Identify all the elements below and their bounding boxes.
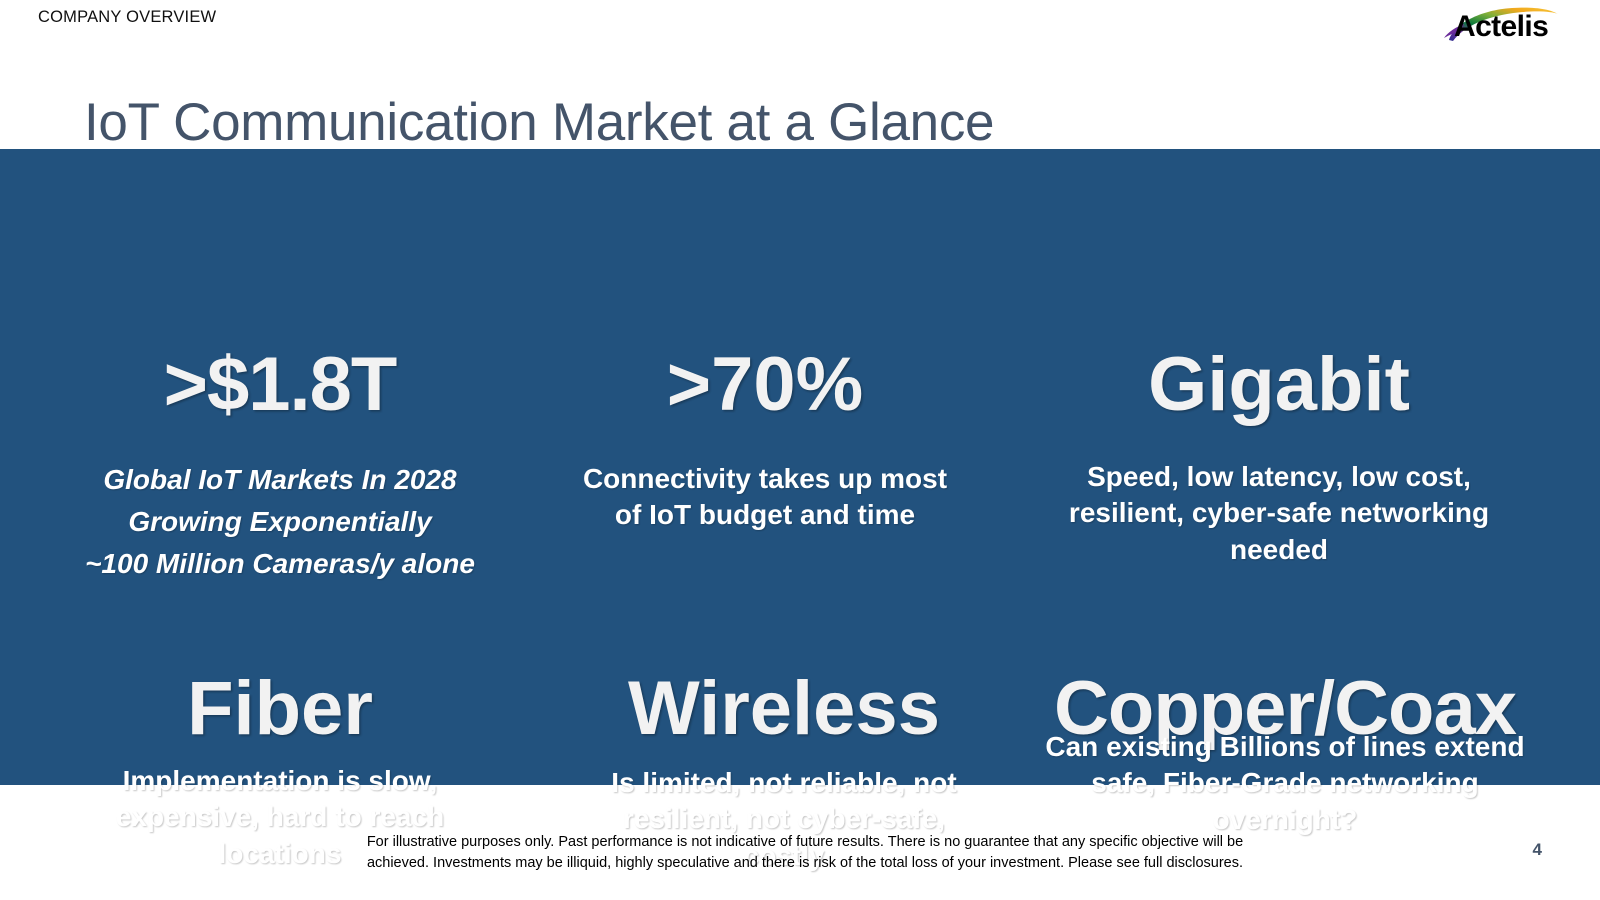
stat-number-fiber: Fiber	[187, 666, 373, 751]
page-number: 4	[1532, 840, 1542, 859]
stat-number-gigabit: Gigabit	[1148, 342, 1410, 427]
stat-body-market: Global IoT Markets In 2028 Growing Expone…	[85, 463, 475, 579]
stat-body-copper: Can existing Billions of lines extend sa…	[1045, 730, 1525, 835]
content-band: >$1.8T Global IoT Markets In 2028 Growing…	[0, 149, 1600, 871]
stat-number-wireless: Wireless	[628, 666, 940, 751]
stat-body-fiber: Implementation is slow, expensive, hard …	[115, 764, 445, 869]
stat-card-copper: Copper/Coax Can existing Billions of lin…	[1040, 669, 1530, 838]
stat-number-market: >$1.8T	[163, 342, 398, 427]
svg-text:Actelis: Actelis	[1454, 10, 1548, 43]
stat-card-gigabit: Gigabit Speed, low latency, low cost, re…	[1060, 345, 1498, 568]
disclaimer-text: For illustrative purposes only. Past per…	[366, 834, 1244, 872]
stat-body-gigabit: Speed, low latency, low cost, resilient,…	[1068, 460, 1490, 565]
stat-number-connectivity: >70%	[666, 342, 864, 427]
stat-body-connectivity: Connectivity takes up most of IoT budget…	[582, 462, 948, 531]
stat-card-wireless: Wireless Is limited, not reliable, not r…	[585, 669, 983, 874]
page-title: IoT Communication Market at a Glance	[84, 92, 995, 152]
stat-number-copper: Copper/Coax	[1054, 666, 1517, 751]
actelis-logo: Actelis	[1440, 2, 1592, 46]
stat-card-connectivity: >70% Connectivity takes up most of IoT b…	[575, 345, 955, 534]
stat-grid: >$1.8T Global IoT Markets In 2028 Growing…	[0, 149, 1600, 871]
stat-body-wireless: Is limited, not reliable, not resilient,…	[611, 766, 957, 871]
stat-card-market: >$1.8T Global IoT Markets In 2028 Growing…	[30, 345, 530, 585]
stat-card-fiber: Fiber Implementation is slow, expensive,…	[80, 669, 480, 872]
eyebrow-label: COMPANY OVERVIEW	[38, 8, 217, 26]
